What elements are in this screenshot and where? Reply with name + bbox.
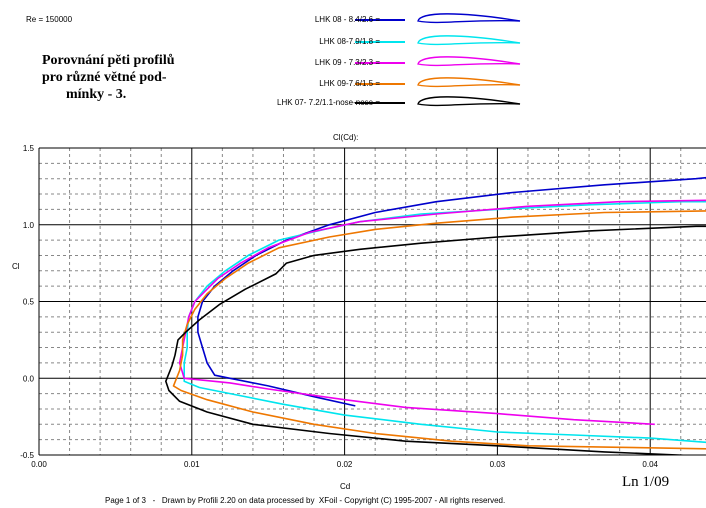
title-line-2: pro různé větné pod- (42, 70, 167, 85)
footer-text: Page 1 of 3 - Drawn by Profili 2.20 on d… (105, 496, 506, 505)
series-line-3 (178, 199, 706, 426)
x-tick-label: 0.01 (184, 460, 200, 469)
y-tick-label: 1.0 (23, 221, 35, 230)
series-group (165, 176, 706, 455)
x-tick-label: 0.04 (642, 460, 658, 469)
y-tick-label: 1.5 (23, 144, 35, 153)
legend-samples (355, 19, 405, 104)
airfoil-shape-3 (417, 56, 521, 67)
x-axis-label: Cd (340, 482, 351, 491)
x-tick-label: 0.02 (337, 460, 353, 469)
axis-ticks: -0.5 0.0 0.5 1.0 1.5 0.00 0.01 0.02 0.03 0.04 (20, 144, 658, 469)
series-line-2 (183, 200, 706, 444)
airfoil-icons (417, 13, 521, 107)
airfoil-shape-2 (417, 35, 521, 46)
stamp-label: Ln 1/09 (622, 474, 670, 490)
title-line-3: mínky - 3. (66, 87, 127, 102)
title-line-1: Porovnání pěti profilů (42, 53, 175, 68)
y-tick-label: 0.0 (23, 374, 35, 383)
airfoil-shape-5 (417, 96, 521, 107)
series-line-1 (197, 176, 706, 407)
y-tick-label: -0.5 (20, 451, 34, 460)
x-tick-label: 0.03 (490, 460, 506, 469)
legend-label-5: LHK 07- 7.2/1.1-nose-nose = (277, 98, 380, 107)
legend-label-1: LHK 08 - 8.4/2.6 = (314, 15, 380, 24)
reynolds-label: Re = 150000 (26, 15, 73, 24)
chart-title: Cl(Cd): (333, 133, 359, 142)
x-tick-label: 0.00 (31, 460, 47, 469)
legend-label-2: LHK 08-7.9/1.8 = (319, 37, 380, 46)
series-line-5 (165, 225, 706, 455)
page-title: Porovnání pěti profilů pro různé větné p… (42, 52, 175, 103)
airfoil-shape-1 (417, 13, 521, 24)
legend-label-3: LHK 09 - 7.3/2.3 = (314, 58, 380, 67)
airfoil-shape-4 (417, 77, 521, 88)
legend-label-4: LHK 09-7.6/1.5 = (319, 79, 380, 88)
series-line-4 (172, 210, 706, 450)
y-axis-label: Cl (12, 262, 20, 271)
y-tick-label: 0.5 (23, 298, 35, 307)
plot-grid (38, 147, 706, 456)
